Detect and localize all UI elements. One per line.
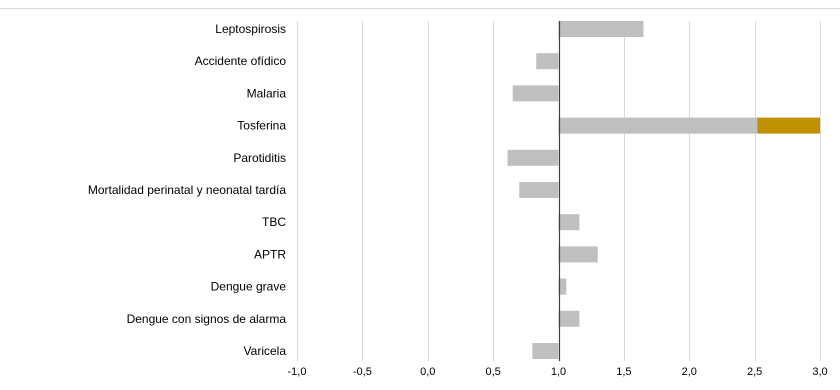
x-tick-labels: -1,0 -0,5 0,0 0,5 1,0 1,5 2,0 2,5 3,0 <box>288 366 828 378</box>
category-label-dengue-con-signos-de-alarma: Dengue con signos de alarma <box>127 312 287 326</box>
bar-dengue-con-signos-de-alarma <box>558 310 580 327</box>
category-label-dengue-grave: Dengue grave <box>211 280 287 294</box>
bar-varicela <box>532 343 559 359</box>
bar-parotiditis <box>507 149 559 166</box>
category-label-leptospirosis: Leptospirosis <box>215 22 286 36</box>
bar-malaria <box>512 85 559 102</box>
category-label-tbc: TBC <box>262 215 286 229</box>
category-label-malaria: Malaria <box>247 86 287 100</box>
category-label-aptr: APTR <box>254 247 286 261</box>
gridlines <box>297 21 821 361</box>
bar-tosferina <box>558 117 758 134</box>
category-label-mortalidad-perinatal-y-neonatal-tardia: Mortalidad perinatal y neonatal tardía <box>88 183 286 197</box>
bar-tosferina-highlight <box>757 117 820 134</box>
category-label-accidente-ofidico: Accidente ofídico <box>195 54 287 68</box>
bar-accidente-ofidico <box>536 53 559 70</box>
category-labels: Leptospirosis Accidente ofídico Malaria Tos… <box>88 22 286 358</box>
bar-leptospirosis <box>558 21 644 37</box>
category-label-varicela: Varicela <box>244 344 287 358</box>
bar-aptr <box>558 246 598 263</box>
x-tick-label-0: -1,0 <box>288 366 307 378</box>
x-tick-label-2: 0,0 <box>420 366 435 378</box>
bar-dengue-grave <box>558 278 567 295</box>
x-tick-label-8: 3,0 <box>812 366 827 378</box>
x-tick-label-1: -0,5 <box>353 366 372 378</box>
bar-mortalidad-perinatal-y-neonatal-tardia <box>519 182 559 198</box>
bar-tbc <box>558 214 580 231</box>
category-label-parotiditis: Parotiditis <box>233 151 286 165</box>
x-tick-label-7: 2,5 <box>747 366 762 378</box>
x-tick-label-4: 1,0 <box>551 366 566 378</box>
x-tick-label-6: 2,0 <box>682 366 697 378</box>
bars <box>507 21 820 359</box>
x-tick-label-5: 1,5 <box>616 366 631 378</box>
category-label-tosferina: Tosferina <box>237 119 286 133</box>
x-tick-label-3: 0,5 <box>485 366 500 378</box>
